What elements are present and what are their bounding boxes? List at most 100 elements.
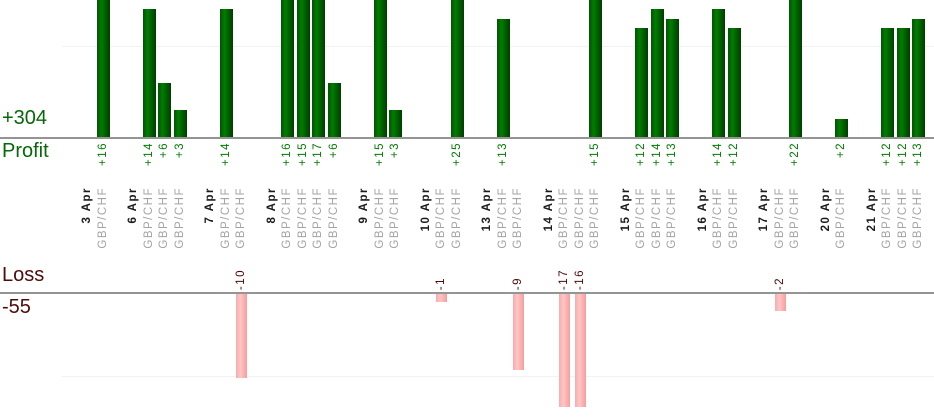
trade-column: +3 GBP/CHF xyxy=(173,0,189,420)
profit-axis-line xyxy=(0,137,934,139)
date-group: 10 Apr -1 GBP/CHF +25 GBP/CHF xyxy=(419,0,466,420)
trade-column: -17 GBP/CHF xyxy=(557,0,573,420)
loss-value-label-wrap: -10 xyxy=(234,269,250,290)
symbol-label-wrap: GBP/CHF xyxy=(496,187,512,249)
loss-bar xyxy=(513,294,525,370)
symbol-label-wrap: GBP/CHF xyxy=(280,187,296,249)
profit-value-label: +15 xyxy=(373,142,386,167)
profit-value-label-wrap: +12 xyxy=(634,142,650,166)
trade-column: +13 GBP/CHF xyxy=(665,0,681,420)
symbol-label: GBP/CHF xyxy=(666,187,678,249)
symbol-label-wrap: GBP/CHF xyxy=(373,187,389,249)
trade-column: +13 GBP/CHF xyxy=(496,0,512,420)
trade-column: +14 GBP/CHF xyxy=(650,0,666,420)
profit-value-label-wrap: +13 xyxy=(911,142,927,166)
symbol-label-wrap: GBP/CHF xyxy=(234,187,250,249)
date-label: 9 Apr xyxy=(358,187,370,224)
date-label-wrap: 20 Apr xyxy=(819,187,835,231)
symbol-label-wrap: GBP/CHF xyxy=(296,187,312,249)
date-column: 7 Apr xyxy=(203,0,219,420)
loss-value-label-wrap: -17 xyxy=(557,269,573,290)
symbol-label-wrap: GBP/CHF xyxy=(573,187,589,249)
profit-bar xyxy=(650,9,664,138)
date-column: 6 Apr xyxy=(126,0,142,420)
date-label-wrap: 16 Apr xyxy=(696,187,712,231)
profit-value-label-wrap: +6 xyxy=(157,142,173,158)
profit-bar xyxy=(142,9,156,138)
symbol-label: GBP/CHF xyxy=(96,187,109,249)
symbol-label: GBP/CHF xyxy=(789,187,801,249)
symbol-label: GBP/CHF xyxy=(835,187,847,249)
date-column: 13 Apr xyxy=(480,0,496,420)
profit-value-label: +12 xyxy=(635,142,647,167)
profit-value-label: +15 xyxy=(589,142,601,167)
date-label: 3 Apr xyxy=(81,187,93,224)
symbol-label: GBP/CHF xyxy=(235,187,247,249)
symbol-label-wrap: GBP/CHF xyxy=(450,187,466,249)
date-column: 16 Apr xyxy=(696,0,712,420)
symbol-label: GBP/CHF xyxy=(896,187,909,249)
symbol-label: GBP/CHF xyxy=(296,187,309,249)
profit-value-label-wrap: +16 xyxy=(280,142,296,166)
profit-bar xyxy=(666,18,680,138)
loss-bar xyxy=(559,294,571,407)
date-group: 9 Apr +15 GBP/CHF +3 GBP/CHF xyxy=(357,0,404,420)
loss-gridline xyxy=(62,376,934,377)
symbol-label: GBP/CHF xyxy=(312,187,324,249)
profit-value-label: +16 xyxy=(96,142,109,167)
date-label: 15 Apr xyxy=(619,187,632,232)
profit-value-label: +12 xyxy=(881,142,893,167)
loss-bar xyxy=(436,294,448,303)
date-group: 14 Apr -17 GBP/CHF -16 GBP/CHF +15 GBP/CHF xyxy=(542,0,604,420)
profit-value-label: +15 xyxy=(296,142,309,167)
loss-value-label: -2 xyxy=(773,276,786,290)
symbol-label: GBP/CHF xyxy=(373,187,386,249)
profit-bar xyxy=(173,110,187,138)
trade-column: -2 GBP/CHF xyxy=(773,0,789,420)
profit-value-label-wrap: +12 xyxy=(880,142,896,166)
date-column: 17 Apr xyxy=(757,0,773,420)
profit-value-label: +13 xyxy=(912,142,924,167)
symbol-label-wrap: GBP/CHF xyxy=(327,187,343,249)
profit-bar xyxy=(496,18,510,138)
trade-column: +12 GBP/CHF xyxy=(727,0,743,420)
loss-total-label: -55 xyxy=(2,296,31,318)
loss-value-label-wrap: -9 xyxy=(511,277,527,290)
date-group: 8 Apr +16 GBP/CHF +15 GBP/CHF +17 GBP/CHF +6 GBP… xyxy=(265,0,343,420)
loss-value-label: -17 xyxy=(558,268,570,290)
profit-value-label-wrap: +15 xyxy=(588,142,604,166)
symbol-label: GBP/CHF xyxy=(881,187,893,249)
profit-bar xyxy=(589,0,603,138)
symbol-label: GBP/CHF xyxy=(712,187,724,249)
profit-bar xyxy=(450,0,464,138)
date-group: 13 Apr +13 GBP/CHF -9 GBP/CHF xyxy=(480,0,527,420)
date-label-wrap: 6 Apr xyxy=(126,187,142,223)
profit-bar xyxy=(219,9,233,138)
profit-bar xyxy=(327,82,341,138)
date-label-wrap: 8 Apr xyxy=(265,187,281,223)
profit-value-label: +3 xyxy=(389,142,401,159)
date-label: 17 Apr xyxy=(758,187,770,232)
profit-value-label-wrap: +2 xyxy=(834,142,850,158)
profit-bar xyxy=(281,0,295,138)
date-group: 6 Apr +14 GBP/CHF +6 GBP/CHF +3 GBP/CHF xyxy=(126,0,188,420)
plot-area: 3 Apr +16 GBP/CHF 6 Apr +14 GBP/CHF +6 GBP/CHF +… xyxy=(80,0,927,420)
date-label-wrap: 10 Apr xyxy=(419,187,435,231)
symbol-label-wrap: GBP/CHF xyxy=(788,187,804,249)
symbol-label: GBP/CHF xyxy=(727,187,740,249)
profit-value-label: +14 xyxy=(712,142,724,167)
symbol-label: GBP/CHF xyxy=(558,187,570,249)
trade-column: -16 GBP/CHF xyxy=(573,0,589,420)
trade-column: +12 GBP/CHF xyxy=(634,0,650,420)
loss-value-label-wrap: -1 xyxy=(434,277,450,290)
profit-value-label: +2 xyxy=(835,142,847,159)
profit-value-label: +14 xyxy=(142,142,155,167)
date-column: 14 Apr xyxy=(542,0,558,420)
loss-value-label: -9 xyxy=(512,276,524,290)
profit-value-label: +12 xyxy=(727,142,740,167)
loss-value-label: -16 xyxy=(573,268,586,290)
date-label-wrap: 21 Apr xyxy=(865,187,881,231)
symbol-label-wrap: GBP/CHF xyxy=(896,187,912,249)
symbol-label-wrap: GBP/CHF xyxy=(173,187,189,249)
